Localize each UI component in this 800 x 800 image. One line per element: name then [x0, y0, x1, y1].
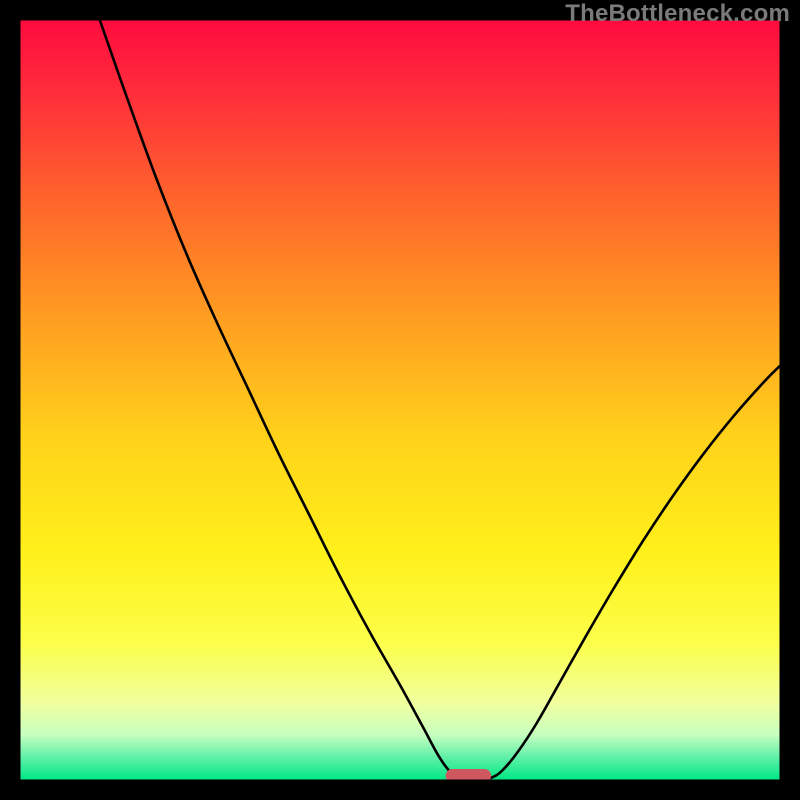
border-band — [780, 20, 800, 780]
plot-background — [20, 20, 780, 780]
chart-svg — [0, 0, 800, 800]
chart-stage: TheBottleneck.com — [0, 0, 800, 800]
border-band — [0, 20, 20, 780]
border-band — [0, 780, 800, 800]
watermark-text: TheBottleneck.com — [565, 0, 790, 28]
